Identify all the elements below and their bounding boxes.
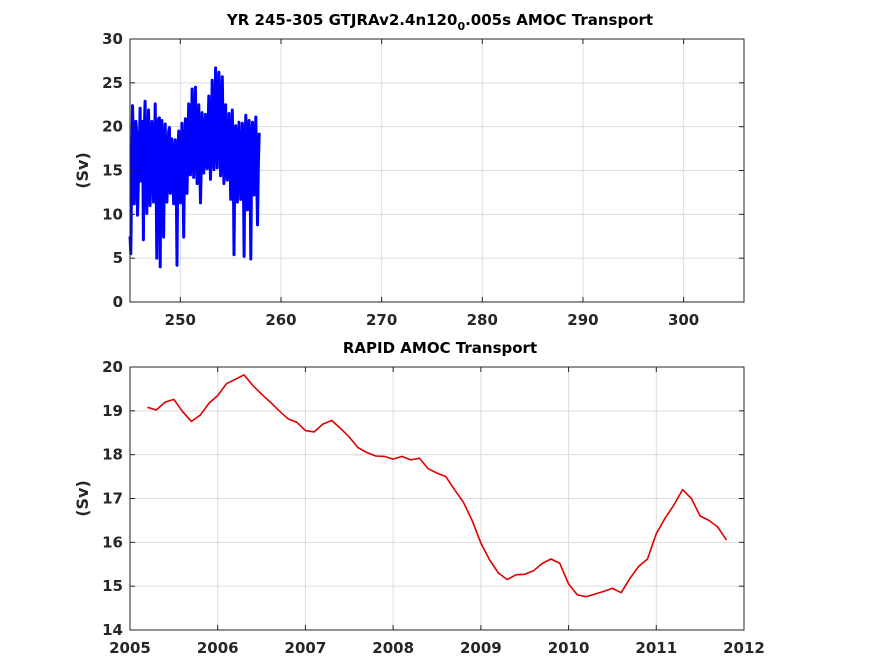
- chart-title: RAPID AMOC Transport: [343, 339, 537, 357]
- y-axis-label: (Sv): [73, 480, 92, 517]
- x-tick-label: 2009: [460, 639, 502, 656]
- chart-bottom: 2005 2006 2007 2008 2009 2010 2011 2012 14 15 16 17…: [73, 339, 765, 657]
- y-tick-label: 18: [102, 446, 123, 464]
- x-tick-label: 2010: [548, 639, 590, 656]
- x-tick-label: 2012: [723, 639, 765, 656]
- x-tick-label: 290: [567, 311, 598, 329]
- x-tick-label: 2006: [197, 639, 239, 656]
- y-tick-label: 10: [102, 205, 123, 223]
- y-tick-label: 15: [102, 577, 123, 595]
- y-tick-label: 25: [102, 74, 123, 92]
- y-tick-label: 14: [102, 621, 123, 639]
- series-line-0: [128, 66, 261, 269]
- y-tick-label: 20: [102, 118, 123, 136]
- x-tick-label: 250: [165, 311, 196, 329]
- x-tick-label: 2007: [285, 639, 327, 656]
- y-tick-label: 16: [102, 533, 123, 551]
- x-tick-label: 2008: [372, 639, 414, 656]
- y-tick-label: 30: [102, 30, 123, 48]
- x-tick-label: 300: [668, 311, 699, 329]
- y-tick-label: 17: [102, 490, 123, 508]
- x-tick-label: 270: [366, 311, 397, 329]
- x-tick-label: 280: [467, 311, 498, 329]
- chart-top: 250 260 270 280 290 300 0 5 10 15 20 25 30 (Sv) YR 245…: [73, 11, 745, 329]
- x-tick-label: 2011: [635, 639, 677, 656]
- y-axis-label: (Sv): [73, 152, 92, 189]
- y-tick-label: 5: [113, 249, 123, 267]
- x-tick-label: 260: [265, 311, 296, 329]
- x-tick-label: 2005: [109, 639, 151, 656]
- y-tick-label: 0: [113, 293, 123, 311]
- chart-title: YR 245-305 GTJRAv2.4n1200.005s AMOC Tran…: [226, 11, 653, 33]
- y-tick-label: 15: [102, 162, 123, 180]
- series-line-0: [147, 374, 728, 598]
- y-tick-label: 19: [102, 402, 123, 420]
- y-tick-label: 20: [102, 358, 123, 376]
